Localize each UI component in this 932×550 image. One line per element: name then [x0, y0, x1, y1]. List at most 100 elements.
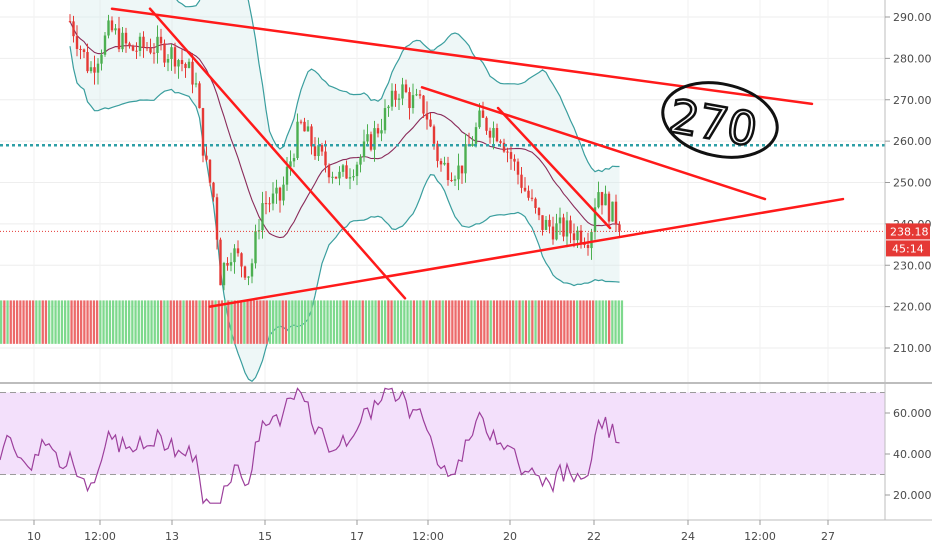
volume-bar [560, 300, 563, 344]
volume-bar [57, 300, 60, 344]
volume-bar [176, 300, 179, 344]
time-tick-label: 12:00 [412, 530, 444, 543]
candle-body [586, 244, 590, 249]
volume-bar [419, 300, 422, 344]
time-tick-label: 20 [503, 530, 517, 543]
candle-body [481, 110, 485, 118]
time-axis: 10 12:00 13 15 17 12:00 20 22 24 12:00 27 [27, 520, 835, 543]
volume-bar [297, 300, 300, 344]
volume-bar [198, 300, 201, 344]
volume-bar [422, 300, 425, 344]
volume-bar [25, 300, 28, 344]
volume-bar [358, 300, 361, 344]
candle-body [338, 171, 341, 179]
trendline[interactable] [496, 106, 612, 230]
volume-bar [428, 300, 432, 344]
volume-bar [416, 300, 419, 344]
price-axis: 290.0000 280.0000 270.0000 260.0000 250.0000… [885, 11, 932, 355]
volume-bar [361, 300, 364, 344]
candle-body [411, 95, 415, 109]
volume-bar [528, 300, 531, 344]
volume-bar [150, 300, 153, 344]
candle-body [355, 164, 359, 177]
candle-body [404, 84, 408, 93]
volume-bar [22, 300, 25, 344]
candle-body [159, 36, 163, 44]
volume-bar [60, 300, 64, 344]
candle-body [296, 121, 299, 159]
volume-bar [38, 300, 41, 344]
volume-bar [44, 300, 48, 344]
volume-bar [435, 300, 438, 344]
candle-body [443, 162, 446, 165]
candle-body [194, 83, 198, 85]
candle-body [149, 47, 152, 53]
volume-bar [524, 300, 528, 344]
volume-bar [544, 300, 547, 344]
candle-body [75, 36, 79, 49]
candle-body [527, 190, 530, 198]
candle-body [387, 106, 390, 109]
candle-body [506, 151, 509, 153]
candle-body [376, 128, 380, 134]
volume-bar [499, 300, 502, 344]
candle-body [313, 146, 317, 157]
volume-bar [348, 300, 352, 344]
trendline[interactable] [208, 197, 845, 308]
candle-body [117, 28, 121, 50]
candle-body [439, 161, 443, 165]
volume-bar [553, 300, 556, 344]
bollinger-lower-band [69, 46, 620, 383]
volume-bar [329, 300, 332, 344]
trendline[interactable] [148, 7, 407, 300]
candle-body [488, 130, 492, 138]
volume-bar [345, 300, 348, 344]
candle-body [121, 32, 124, 50]
candle-body [310, 126, 313, 147]
volume-bar [400, 300, 403, 344]
volume-bar [534, 300, 537, 344]
volume-bar [492, 300, 496, 344]
volume-bar [243, 300, 246, 344]
volume-bar [403, 300, 406, 344]
volume-bar [259, 300, 262, 344]
candle-body [100, 54, 103, 64]
volume-bar [342, 300, 345, 344]
candles [68, 14, 621, 291]
candle-body [261, 203, 264, 231]
candle-body [548, 219, 551, 227]
trendline[interactable] [420, 86, 767, 201]
volume-bar [249, 300, 252, 344]
volume-bar [467, 300, 470, 344]
candle-body [474, 127, 478, 144]
candle-body [401, 84, 404, 99]
volume-bar [483, 300, 486, 344]
volume-bar [572, 300, 576, 344]
candle-body [394, 90, 397, 100]
candle-body [107, 20, 110, 36]
candle-body [299, 121, 303, 123]
candle-body [72, 21, 75, 37]
volume-bar [28, 300, 32, 344]
candle-body [124, 32, 128, 44]
candle-body [597, 192, 600, 208]
candle-body [289, 161, 292, 167]
candle-body [89, 67, 93, 72]
candle-body [317, 145, 320, 157]
candle-body [380, 130, 383, 134]
volume-bar [614, 300, 617, 344]
volume-bar [608, 300, 611, 344]
volume-bar [364, 300, 368, 344]
volume-bar [384, 300, 387, 344]
trendline[interactable] [110, 7, 814, 106]
volume-bar [35, 300, 38, 344]
candle-body [114, 28, 117, 31]
candle-body [450, 180, 453, 182]
volume-bar [172, 300, 176, 344]
volume-bar [300, 300, 304, 344]
volume-bar [76, 300, 80, 344]
volume-bar [502, 300, 505, 344]
candle-body [82, 49, 86, 52]
candle-body [520, 174, 523, 188]
